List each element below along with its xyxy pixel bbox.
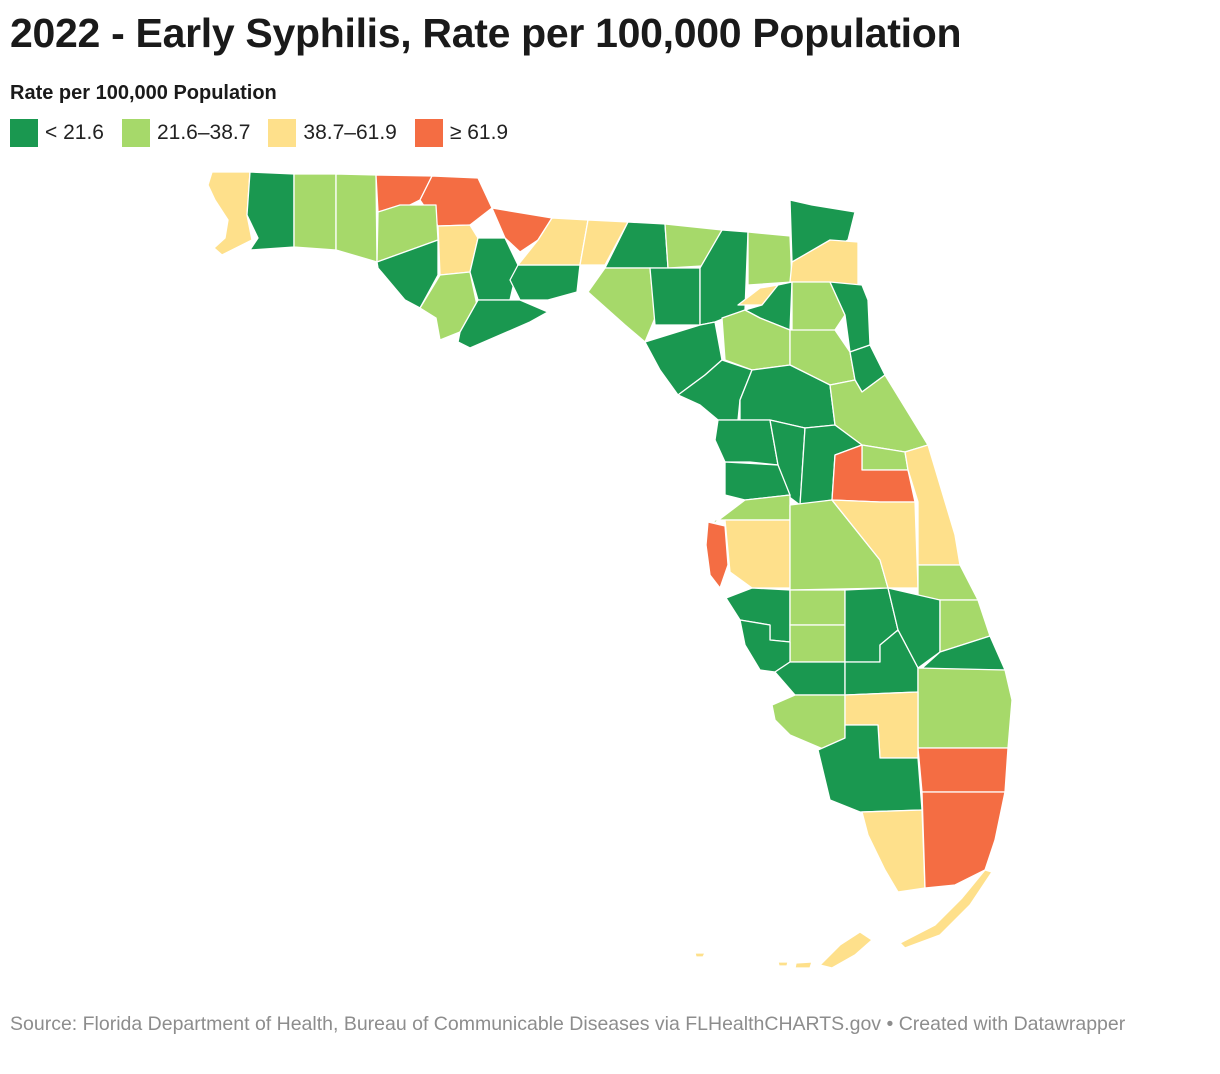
county-region[interactable] <box>293 173 337 251</box>
county-region[interactable] <box>917 564 979 601</box>
county-region[interactable] <box>246 171 295 251</box>
county-region[interactable] <box>587 267 656 343</box>
source-note: Source: Florida Department of Health, Bu… <box>10 1013 1126 1035</box>
county-region[interactable] <box>579 219 629 266</box>
county-region[interactable] <box>491 207 553 253</box>
county-region[interactable] <box>774 661 846 696</box>
county-region[interactable] <box>861 809 926 893</box>
legend-title: Rate per 100,000 Population <box>10 82 277 104</box>
map-svg <box>207 171 1013 969</box>
legend-label: 38.7–61.9 <box>303 121 397 144</box>
legend-label: ≥ 61.9 <box>449 121 509 144</box>
county-region[interactable] <box>724 519 791 589</box>
legend-item-lt-21-6: < 21.6 <box>10 119 104 147</box>
county-region[interactable] <box>457 299 549 349</box>
legend-label: 21.6–38.7 <box>156 121 251 144</box>
legend-swatch <box>121 119 150 147</box>
county-region[interactable] <box>789 624 846 663</box>
county-region[interactable] <box>509 264 581 301</box>
county-region[interactable] <box>917 747 1009 793</box>
county-region[interactable] <box>791 281 846 333</box>
county-region[interactable] <box>789 589 846 626</box>
county-region[interactable] <box>376 204 439 263</box>
legend-swatch <box>10 119 38 147</box>
county-region[interactable] <box>794 961 813 969</box>
county-region[interactable] <box>917 667 1013 749</box>
county-region[interactable] <box>714 419 779 466</box>
county-region[interactable] <box>747 231 793 286</box>
county-region[interactable] <box>819 931 873 969</box>
legend-swatch <box>268 119 297 147</box>
county-region[interactable] <box>789 239 859 286</box>
county-region[interactable] <box>777 961 789 967</box>
legend-item-21-6-38-7: 21.6–38.7 <box>121 119 251 147</box>
legend-item-ge-61-9: ≥ 61.9 <box>414 119 509 147</box>
county-region[interactable] <box>899 869 993 949</box>
county-region[interactable] <box>335 173 378 263</box>
chart-title: 2022 - Early Syphilis, Rate per 100,000 … <box>10 10 962 56</box>
legend-item-38-7-61-9: 38.7–61.9 <box>268 119 397 147</box>
county-region[interactable] <box>694 952 706 958</box>
legend: < 21.6 21.6–38.7 38.7–61.9 ≥ 61.9 <box>10 119 526 147</box>
county-region[interactable] <box>517 217 589 266</box>
legend-label: < 21.6 <box>45 121 104 144</box>
county-region[interactable] <box>207 171 253 256</box>
county-region[interactable] <box>887 587 941 669</box>
county-region[interactable] <box>649 267 701 326</box>
county-region[interactable] <box>817 724 923 813</box>
county-region[interactable] <box>705 521 729 589</box>
florida-county-map <box>0 160 1220 980</box>
legend-swatch <box>414 119 443 147</box>
county-region[interactable] <box>921 791 1006 889</box>
county-region[interactable] <box>469 237 519 301</box>
